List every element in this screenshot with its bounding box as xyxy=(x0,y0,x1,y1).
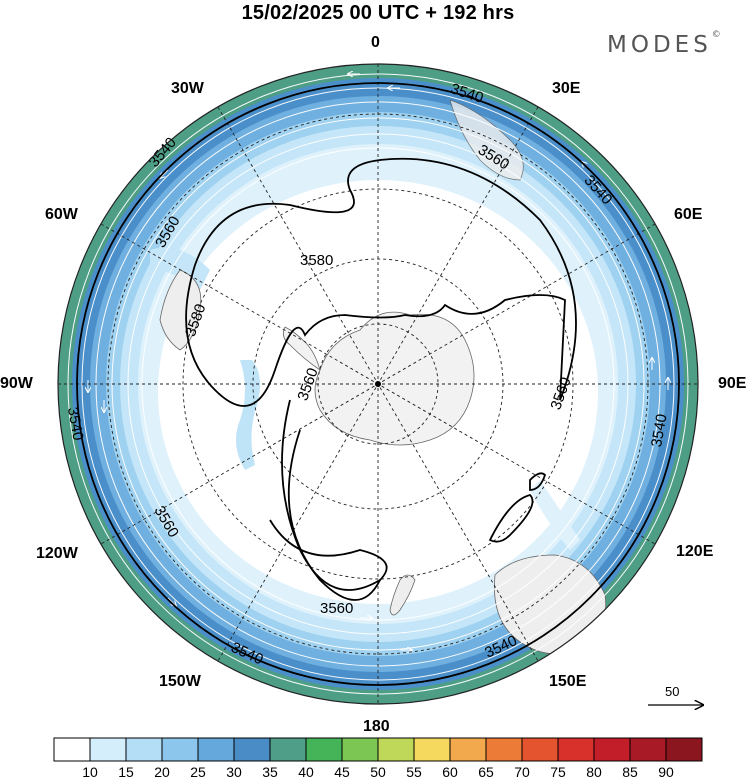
lon-label-30w: 30W xyxy=(171,80,204,97)
lon-label-60e: 60E xyxy=(674,206,703,223)
lon-label-150w: 150W xyxy=(159,673,201,690)
antarctic-peninsula xyxy=(282,326,321,371)
lon-label-60w: 60W xyxy=(45,206,78,223)
colorbar-tick-label: 70 xyxy=(514,764,530,780)
lon-label-90w: 90W xyxy=(0,375,33,392)
lon-label-90e: 90E xyxy=(718,375,747,392)
colorbar-cell xyxy=(557,737,595,762)
colorbar-tick-label: 80 xyxy=(586,764,602,780)
colorbar-cells xyxy=(53,737,703,762)
lon-label-30e: 30E xyxy=(552,80,581,97)
colorbar-tick-label: 25 xyxy=(190,764,206,780)
colorbar-cell xyxy=(377,737,415,762)
colorbar-tick-label: 85 xyxy=(622,764,638,780)
landmass-layer xyxy=(159,99,607,655)
colorbar-tick-label: 30 xyxy=(226,764,242,780)
colorbar xyxy=(53,737,703,762)
colorbar-cell xyxy=(485,737,523,762)
colorbar-tick-label: 75 xyxy=(550,764,566,780)
map-title: 15/02/2025 00 UTC + 192 hrs xyxy=(241,2,515,24)
colorbar-tick-label: 40 xyxy=(298,764,314,780)
colorbar-cell xyxy=(665,737,703,762)
south-pole-marker xyxy=(375,381,381,387)
colorbar-cell xyxy=(521,737,559,762)
colorbar-tick-label: 50 xyxy=(370,764,386,780)
contour-label: 3580 xyxy=(300,252,333,269)
brand-logo: MODES© xyxy=(607,30,721,58)
wind-reference-label: 50 xyxy=(665,684,680,699)
colorbar-tick-label: 90 xyxy=(658,764,674,780)
colorbar-cell xyxy=(449,737,487,762)
contour-label: 3540 xyxy=(648,413,671,449)
lon-label-0: 0 xyxy=(371,34,380,51)
colorbar-cell xyxy=(125,737,163,762)
lon-label-180: 180 xyxy=(363,718,390,735)
map-border xyxy=(57,63,699,705)
colorbar-cell xyxy=(197,737,235,762)
colorbar-tick-label: 65 xyxy=(478,764,494,780)
brand-mark: © xyxy=(711,30,721,40)
colorbar-cell xyxy=(305,737,343,762)
colorbar-cell xyxy=(413,737,451,762)
lon-label-150e: 150E xyxy=(549,673,587,690)
colorbar-cell xyxy=(629,737,667,762)
colorbar-cell xyxy=(341,737,379,762)
colorbar-tick-label: 45 xyxy=(334,764,350,780)
colorbar-tick-label: 60 xyxy=(442,764,458,780)
colorbar-cell xyxy=(161,737,199,762)
colorbar-cell xyxy=(53,737,91,762)
colorbar-cell xyxy=(269,737,307,762)
africa-tip xyxy=(449,99,524,181)
lon-label-120e: 120E xyxy=(676,543,714,560)
colorbar-tick-label: 15 xyxy=(118,764,134,780)
lon-label-120w: 120W xyxy=(36,545,78,562)
contour-label: 3540 xyxy=(64,406,87,442)
colorbar-tick-label: 35 xyxy=(262,764,278,780)
new-zealand xyxy=(389,574,416,616)
colorbar-tick-label: 10 xyxy=(82,764,98,780)
colorbar-tick-label: 55 xyxy=(406,764,422,780)
contour-label: 3560 xyxy=(320,600,353,617)
brand-name: MODES xyxy=(607,32,712,58)
colorbar-tick-label: 20 xyxy=(154,764,170,780)
polar-map: 3540 3540 3540 3540 3540 3540 3540 3560 … xyxy=(57,63,750,730)
height-contours xyxy=(76,82,680,686)
colorbar-cell xyxy=(593,737,631,762)
colorbar-cell xyxy=(89,737,127,762)
colorbar-cell xyxy=(233,737,271,762)
